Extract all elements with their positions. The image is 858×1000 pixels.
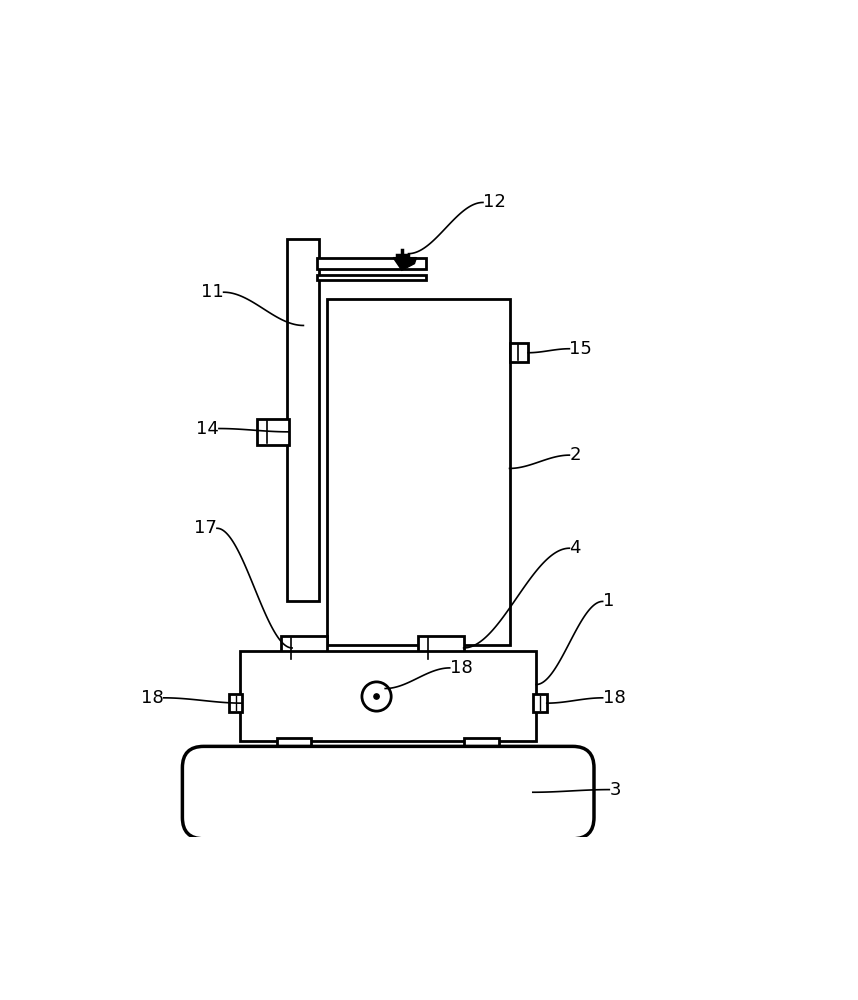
Text: 11: 11: [201, 283, 224, 301]
Bar: [327, 299, 510, 645]
Text: 18: 18: [450, 659, 473, 677]
Bar: [277, 738, 311, 772]
Bar: [229, 694, 242, 712]
Text: 14: 14: [196, 420, 219, 438]
Bar: [257, 419, 289, 445]
Text: 18: 18: [602, 689, 625, 707]
Bar: [534, 694, 547, 712]
Bar: [281, 636, 327, 661]
Bar: [510, 343, 529, 362]
Bar: [464, 738, 498, 772]
FancyBboxPatch shape: [183, 746, 594, 839]
Text: 2: 2: [570, 446, 581, 464]
Text: 18: 18: [141, 689, 164, 707]
Bar: [287, 239, 318, 601]
Bar: [317, 258, 426, 269]
Text: 3: 3: [609, 781, 621, 799]
Text: 1: 1: [602, 592, 614, 610]
Text: 17: 17: [194, 519, 217, 537]
Bar: [317, 275, 426, 280]
Text: 12: 12: [483, 193, 506, 211]
Text: 15: 15: [570, 340, 592, 358]
Bar: [240, 651, 536, 741]
Text: 4: 4: [570, 539, 581, 557]
Polygon shape: [393, 258, 416, 270]
Circle shape: [374, 694, 379, 699]
Bar: [419, 636, 463, 661]
